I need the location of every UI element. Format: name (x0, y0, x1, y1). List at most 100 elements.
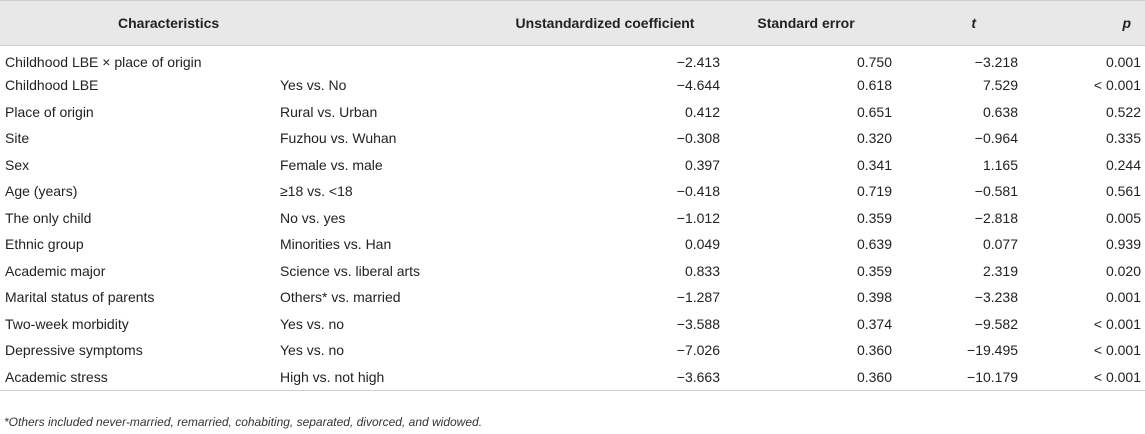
cell-comparison (280, 46, 490, 73)
cell-std-error: 0.359 (856, 209, 893, 226)
cell-comparison: Minorities vs. Han (280, 236, 392, 253)
cell-p: 0.244 (1105, 156, 1142, 173)
cell-p: < 0.001 (1093, 315, 1142, 332)
cell-std-error: 0.651 (856, 103, 893, 120)
table-row: Ethnic group Minorities vs. Han 0.049 0.… (0, 231, 1145, 258)
cell-std-error: 0.360 (720, 363, 893, 391)
cell-comparison: Yes vs. no (280, 315, 345, 332)
cell-t: −19.495 (967, 342, 1019, 359)
cell-characteristic: Childhood LBE × place of origin (5, 54, 202, 70)
cell-characteristic: Place of origin (5, 103, 94, 120)
table-header-row: Characteristics Unstandardized coefficie… (0, 0, 1145, 46)
cell-t: 2.319 (982, 262, 1019, 279)
cell-characteristic: Sex (5, 156, 30, 173)
table-row: Childhood LBE Yes vs. No −4.644 0.618 7.… (0, 72, 1145, 99)
cell-t: −0.581 (974, 183, 1019, 200)
cell-std-error: 0.341 (856, 156, 893, 173)
cell-comparison: Science vs. liberal arts (280, 262, 421, 279)
cell-characteristic: Two-week morbidity (5, 315, 129, 332)
table-row: Academic major Science vs. liberal arts … (0, 258, 1145, 285)
table-row: Academic stress High vs. not high −3.663… (0, 363, 1145, 391)
cell-std-error: 0.618 (856, 77, 893, 94)
cell-std-error: 0.359 (856, 262, 893, 279)
table-row: Depressive symptoms Yes vs. no −7.026 0.… (0, 337, 1145, 364)
cell-characteristic: Childhood LBE (5, 77, 99, 94)
cell-coefficient: −3.588 (676, 315, 721, 332)
cell-p: 0.335 (1105, 130, 1142, 147)
cell-comparison: High vs. not high (280, 363, 491, 391)
cell-comparison: Fuzhou vs. Wuhan (280, 130, 397, 147)
cell-characteristic: Depressive symptoms (5, 342, 143, 359)
cell-coefficient: 0.833 (684, 262, 721, 279)
cell-std-error: 0.639 (856, 236, 893, 253)
cell-t: 1.165 (982, 156, 1019, 173)
cell-characteristic: Academic major (5, 262, 106, 279)
table-row: Age (years) ≥18 vs. <18 −0.418 0.719 −0.… (0, 178, 1145, 205)
cell-p: < 0.001 (1093, 342, 1142, 359)
cell-p: 0.939 (1105, 236, 1142, 253)
table-row: Two-week morbidity Yes vs. no −3.588 0.3… (0, 311, 1145, 338)
cell-characteristic: The only child (5, 209, 92, 226)
cell-p: 0.005 (1105, 209, 1142, 226)
table-row: Place of origin Rural vs. Urban 0.412 0.… (0, 99, 1145, 126)
header-characteristics: Characteristics (0, 0, 491, 46)
cell-t: 0.638 (982, 103, 1019, 120)
cell-t: −0.964 (974, 130, 1019, 147)
cell-coefficient: 0.397 (684, 156, 721, 173)
cell-coefficient: −3.663 (490, 363, 721, 391)
table-row: The only child No vs. yes −1.012 0.359 −… (0, 205, 1145, 232)
cell-comparison: No vs. yes (280, 209, 346, 226)
cell-std-error: 0.360 (856, 342, 893, 359)
cell-comparison: Others* vs. married (280, 289, 401, 306)
cell-t: −3.238 (974, 289, 1019, 306)
cell-comparison: Female vs. male (280, 156, 383, 173)
cell-coefficient: −0.308 (676, 130, 721, 147)
cell-t: −3.218 (974, 54, 1019, 70)
header-p: p (1018, 0, 1145, 46)
cell-t: −9.582 (974, 315, 1019, 332)
cell-t: −2.818 (974, 209, 1019, 226)
table-body: Childhood LBE × place of origin −2.413 0… (0, 46, 1145, 391)
cell-characteristic: Age (years) (5, 183, 78, 200)
cell-coefficient: −0.418 (676, 183, 721, 200)
regression-table-container: Characteristics Unstandardized coefficie… (0, 0, 1145, 391)
cell-std-error: 0.750 (856, 54, 893, 70)
cell-characteristic: Site (5, 130, 30, 147)
cell-p: < 0.001 (1018, 363, 1145, 391)
cell-p: < 0.001 (1093, 77, 1142, 94)
cell-t: −10.179 (892, 363, 1019, 391)
table-row: Marital status of parents Others* vs. ma… (0, 284, 1145, 311)
table-row: Sex Female vs. male 0.397 0.341 1.165 0.… (0, 152, 1145, 179)
cell-std-error: 0.398 (856, 289, 893, 306)
cell-coefficient: −1.012 (676, 209, 721, 226)
cell-std-error: 0.320 (856, 130, 893, 147)
cell-coefficient: −4.644 (676, 77, 721, 94)
cell-coefficient: 0.412 (684, 103, 721, 120)
header-std-error: Standard error (720, 0, 893, 46)
cell-p: 0.001 (1105, 289, 1142, 306)
cell-coefficient: −2.413 (676, 54, 721, 70)
cell-p: 0.561 (1105, 183, 1142, 200)
cell-p: 0.522 (1105, 103, 1142, 120)
cell-std-error: 0.374 (856, 315, 893, 332)
regression-table: Characteristics Unstandardized coefficie… (0, 0, 1145, 391)
cell-characteristic: Academic stress (0, 363, 280, 391)
cell-coefficient: −7.026 (676, 342, 721, 359)
cell-characteristic: Ethnic group (5, 236, 84, 253)
cell-t: 0.077 (982, 236, 1019, 253)
cell-p: 0.001 (1105, 54, 1142, 70)
table-footnote: *Others included never-married, remarrie… (4, 415, 483, 429)
header-coefficient: Unstandardized coefficient (490, 0, 721, 46)
cell-coefficient: −1.287 (676, 289, 721, 306)
cell-std-error: 0.719 (856, 183, 893, 200)
cell-comparison: Yes vs. No (280, 77, 347, 94)
cell-p: 0.020 (1105, 262, 1142, 279)
table-row: Childhood LBE × place of origin −2.413 0… (0, 46, 1145, 73)
header-t: t (892, 0, 1019, 46)
cell-comparison: Rural vs. Urban (280, 103, 378, 120)
cell-comparison: ≥18 vs. <18 (280, 183, 353, 200)
table-row: Site Fuzhou vs. Wuhan −0.308 0.320 −0.96… (0, 125, 1145, 152)
cell-characteristic: Marital status of parents (5, 289, 155, 306)
cell-coefficient: 0.049 (684, 236, 721, 253)
cell-comparison: Yes vs. no (280, 342, 345, 359)
